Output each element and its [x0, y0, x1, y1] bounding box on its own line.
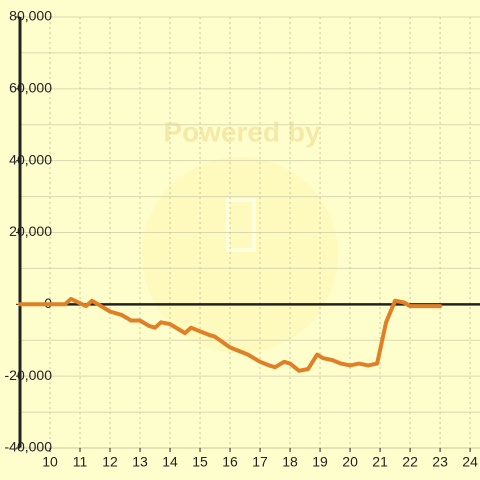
x-tick-label: 22: [402, 454, 418, 470]
x-tick-label: 11: [73, 454, 88, 470]
y-tick-label: -40,000: [5, 439, 53, 455]
x-tick-label: 13: [132, 454, 148, 470]
x-tick-label: 15: [192, 454, 208, 470]
x-tick-label: 21: [372, 454, 388, 470]
x-tick-label: 24: [462, 454, 478, 470]
y-tick-label: 20,000: [9, 223, 52, 239]
y-tick-label: 40,000: [9, 151, 52, 167]
x-tick-label: 20: [342, 454, 358, 470]
x-tick-label: 19: [312, 454, 328, 470]
x-tick-label: 10: [42, 454, 58, 470]
y-tick-label: 60,000: [9, 80, 52, 96]
line: [18, 296, 443, 373]
y-tick-label: 80,000: [9, 8, 52, 24]
watermark: Powered by: [163, 116, 321, 147]
x-tick-label: 23: [432, 454, 448, 470]
x-tick-label: 16: [222, 454, 238, 470]
x-tick-label: 14: [162, 454, 178, 470]
x-tick-label: 18: [282, 454, 298, 470]
y-tick-label: -20,000: [5, 367, 53, 383]
x-tick-label: 17: [252, 454, 268, 470]
x-tick-label: 12: [102, 454, 118, 470]
